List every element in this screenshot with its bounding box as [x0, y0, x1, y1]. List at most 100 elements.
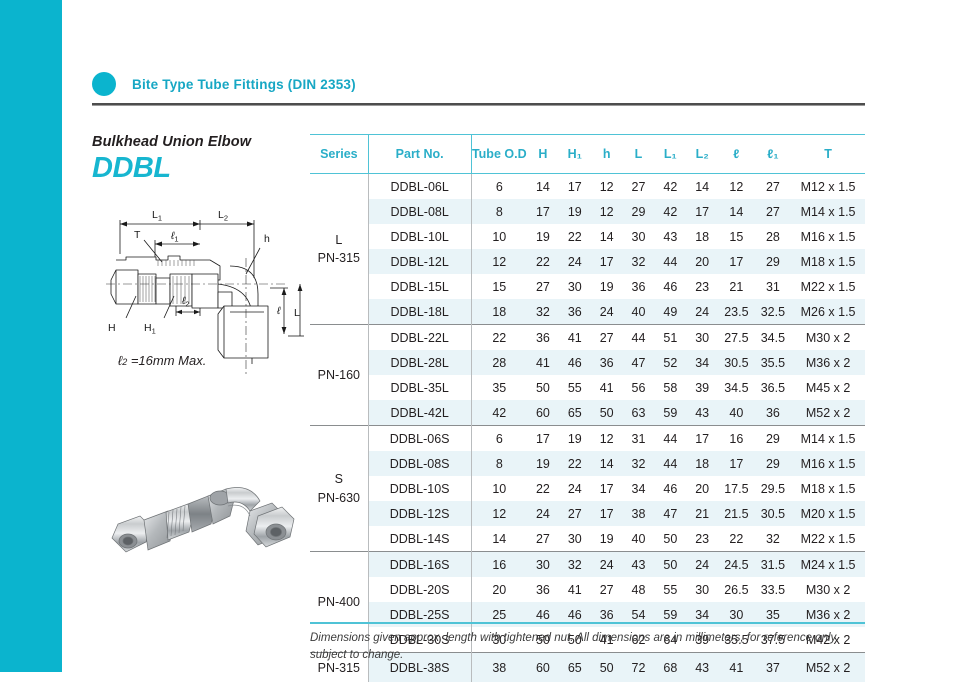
cell-h: 41 [527, 350, 559, 375]
cell-part-no: DDBL-35L [368, 375, 471, 400]
cell-ell: 27.5 [718, 325, 755, 351]
cell-l: 34 [623, 476, 655, 501]
cell-ell1: 29 [755, 249, 792, 274]
cell-h1: 30 [559, 526, 591, 552]
cell-part-no: DDBL-12S [368, 501, 471, 526]
cell-h1: 65 [559, 400, 591, 426]
cell-l2: 24 [686, 299, 718, 325]
cell-thread: M20 x 1.5 [791, 501, 865, 526]
cell-part-no: DDBL-20S [368, 577, 471, 602]
cell-ell1: 33.5 [755, 577, 792, 602]
cell-part-no: DDBL-08S [368, 451, 471, 476]
cell-thread: M22 x 1.5 [791, 274, 865, 299]
cell-part-no: DDBL-06S [368, 426, 471, 452]
cell-part-no: DDBL-15L [368, 274, 471, 299]
cell-part-no: DDBL-10S [368, 476, 471, 501]
cell-h: 27 [527, 526, 559, 552]
col-header-h-small: h [591, 135, 623, 174]
cell-ell: 14 [718, 199, 755, 224]
cell-ell: 17.5 [718, 476, 755, 501]
table-footnote: Dimensions given approx. length with tig… [310, 630, 870, 663]
cell-h: 17 [527, 199, 559, 224]
header-divider [92, 103, 865, 106]
cell-part-no: DDBL-18L [368, 299, 471, 325]
cell-l1: 46 [654, 476, 686, 501]
cell-l1: 55 [654, 577, 686, 602]
cell-thread: M36 x 2 [791, 350, 865, 375]
cell-h1: 24 [559, 476, 591, 501]
cell-h1: 19 [559, 426, 591, 452]
cell-part-no: DDBL-28L [368, 350, 471, 375]
cell-l2: 23 [686, 274, 718, 299]
cell-thread: M30 x 2 [791, 577, 865, 602]
cell-part-no: DDBL-08L [368, 199, 471, 224]
cell-h1: 36 [559, 299, 591, 325]
cell-ell: 23.5 [718, 299, 755, 325]
cell-h-small: 12 [591, 174, 623, 200]
cell-part-no: DDBL-14S [368, 526, 471, 552]
product-code: DDBL [92, 152, 171, 185]
col-header-tube-od: Tube O.D [471, 135, 527, 174]
cell-ell: 21.5 [718, 501, 755, 526]
cell-l2: 18 [686, 224, 718, 249]
series-label: PN-160 [310, 366, 368, 384]
cell-h1: 41 [559, 577, 591, 602]
series-label: PN-630 [310, 489, 368, 507]
cell-l2: 17 [686, 426, 718, 452]
cell-part-no: DDBL-12L [368, 249, 471, 274]
cell-thread: M22 x 1.5 [791, 526, 865, 552]
table-header-row: Series Part No. Tube O.D H H₁ h L L₁ L₂ … [310, 135, 865, 174]
col-header-t: T [791, 135, 865, 174]
cell-l1: 44 [654, 426, 686, 452]
cell-l: 63 [623, 400, 655, 426]
cell-l: 31 [623, 426, 655, 452]
cell-h-small: 19 [591, 274, 623, 299]
cell-thread: M30 x 2 [791, 325, 865, 351]
cell-h1: 22 [559, 451, 591, 476]
cell-thread: M26 x 1.5 [791, 299, 865, 325]
cell-thread: M16 x 1.5 [791, 224, 865, 249]
cell-l: 32 [623, 249, 655, 274]
drawing-label-L1: L1 [152, 209, 162, 223]
cell-ell1: 35.5 [755, 350, 792, 375]
cell-h: 50 [527, 375, 559, 400]
cell-l2: 39 [686, 375, 718, 400]
cell-tube-od: 28 [471, 350, 527, 375]
drawing-label-h: h [264, 233, 270, 245]
cell-h-small: 17 [591, 476, 623, 501]
cell-thread: M52 x 2 [791, 400, 865, 426]
page-header: Bite Type Tube Fittings (DIN 2353) [92, 72, 356, 96]
drawing-label-H: H [108, 322, 116, 334]
cell-thread: M12 x 1.5 [791, 174, 865, 200]
cell-ell1: 27 [755, 199, 792, 224]
cell-tube-od: 16 [471, 552, 527, 578]
cell-l: 40 [623, 526, 655, 552]
cell-ell1: 34.5 [755, 325, 792, 351]
cell-ell1: 36.5 [755, 375, 792, 400]
cell-l: 43 [623, 552, 655, 578]
cell-tube-od: 35 [471, 375, 527, 400]
cell-tube-od: 22 [471, 325, 527, 351]
cell-l: 44 [623, 325, 655, 351]
cell-tube-od: 42 [471, 400, 527, 426]
cell-h: 19 [527, 224, 559, 249]
cell-l1: 46 [654, 274, 686, 299]
cell-tube-od: 8 [471, 451, 527, 476]
cell-l1: 42 [654, 199, 686, 224]
cell-h: 22 [527, 249, 559, 274]
cell-ell1: 27 [755, 174, 792, 200]
cell-tube-od: 10 [471, 476, 527, 501]
cell-ell: 17 [718, 249, 755, 274]
cell-ell: 24.5 [718, 552, 755, 578]
cell-thread: M24 x 1.5 [791, 552, 865, 578]
cell-ell: 12 [718, 174, 755, 200]
cell-tube-od: 10 [471, 224, 527, 249]
